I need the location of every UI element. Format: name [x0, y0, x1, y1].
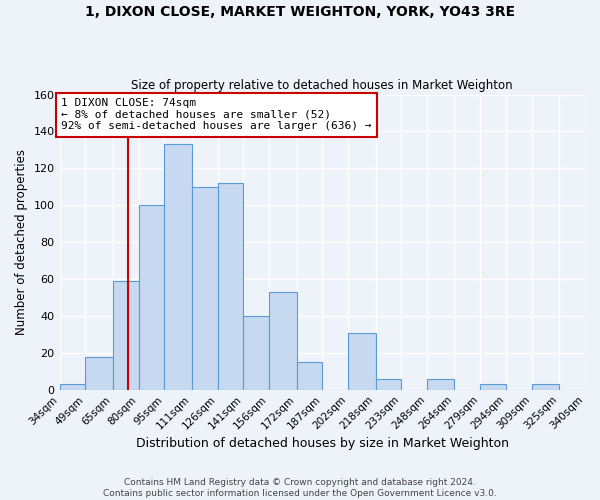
- X-axis label: Distribution of detached houses by size in Market Weighton: Distribution of detached houses by size …: [136, 437, 509, 450]
- Bar: [532, 384, 559, 390]
- Bar: [348, 332, 376, 390]
- Title: Size of property relative to detached houses in Market Weighton: Size of property relative to detached ho…: [131, 79, 513, 92]
- Bar: [427, 378, 454, 390]
- Y-axis label: Number of detached properties: Number of detached properties: [15, 149, 28, 335]
- Bar: [218, 183, 243, 390]
- Bar: [585, 388, 600, 390]
- Text: 1, DIXON CLOSE, MARKET WEIGHTON, YORK, YO43 3RE: 1, DIXON CLOSE, MARKET WEIGHTON, YORK, Y…: [85, 5, 515, 19]
- Bar: [243, 316, 269, 390]
- Bar: [85, 356, 113, 390]
- Bar: [480, 384, 506, 390]
- Bar: [296, 362, 322, 390]
- Bar: [269, 292, 296, 390]
- Text: Contains HM Land Registry data © Crown copyright and database right 2024.
Contai: Contains HM Land Registry data © Crown c…: [103, 478, 497, 498]
- Bar: [59, 384, 85, 390]
- Bar: [164, 144, 192, 390]
- Bar: [139, 205, 164, 390]
- Bar: [192, 187, 218, 390]
- Bar: [113, 281, 139, 390]
- Bar: [376, 378, 401, 390]
- Text: 1 DIXON CLOSE: 74sqm
← 8% of detached houses are smaller (52)
92% of semi-detach: 1 DIXON CLOSE: 74sqm ← 8% of detached ho…: [61, 98, 372, 132]
